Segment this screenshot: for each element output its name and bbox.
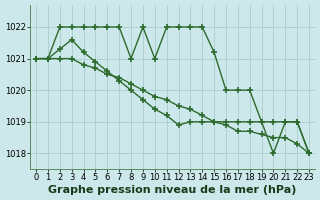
X-axis label: Graphe pression niveau de la mer (hPa): Graphe pression niveau de la mer (hPa) [48, 185, 297, 195]
